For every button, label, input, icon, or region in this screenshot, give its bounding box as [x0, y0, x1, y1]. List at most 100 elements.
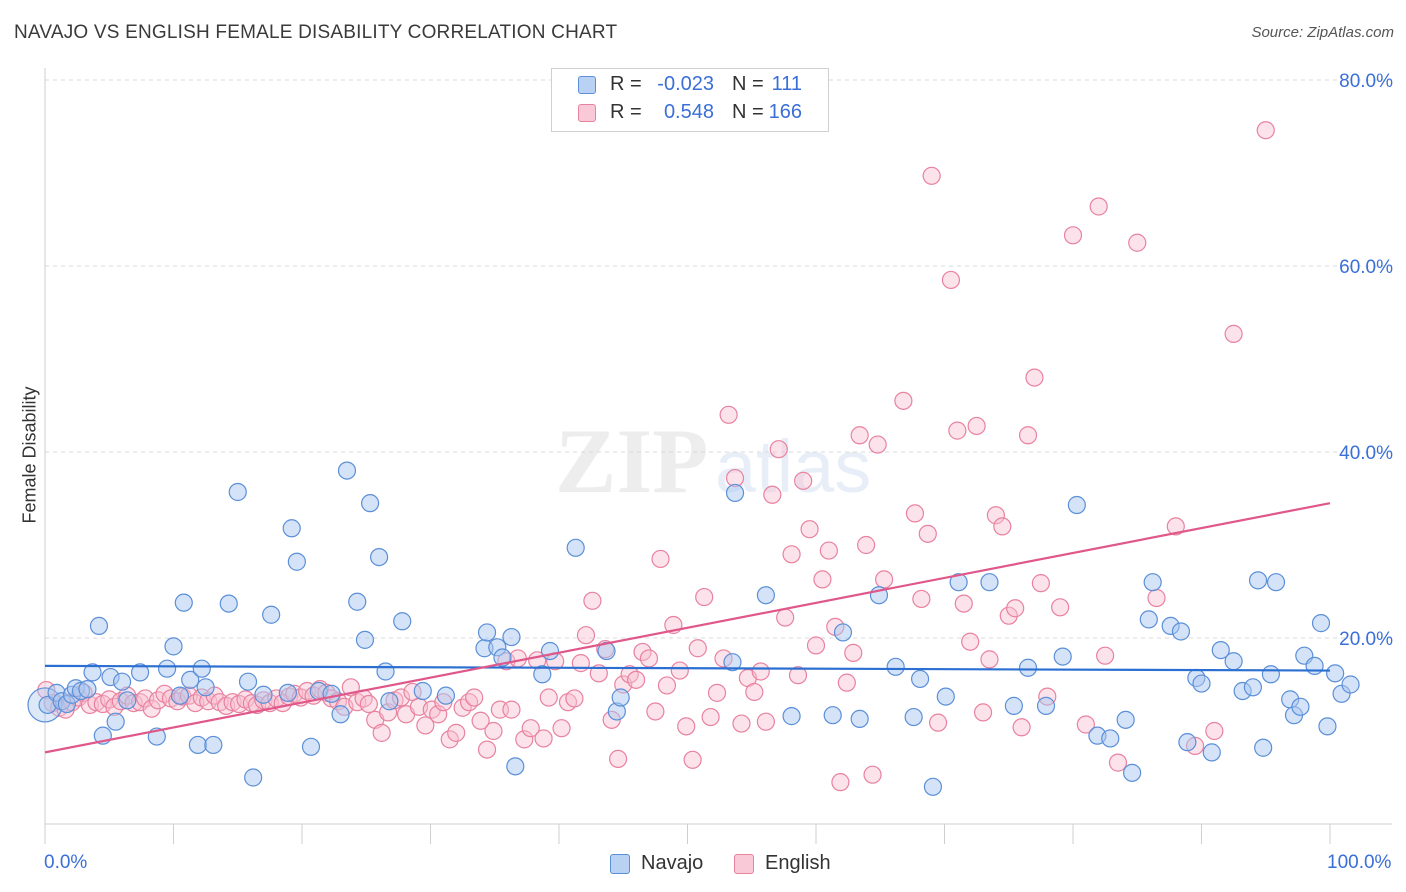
english-point — [769, 440, 788, 459]
navajo-point — [337, 461, 357, 480]
navajo-point — [923, 777, 943, 796]
r-value: -0.023 — [657, 73, 714, 95]
navajo-point — [1139, 610, 1158, 629]
english-point — [534, 729, 553, 748]
navajo-point — [477, 623, 497, 642]
english-point — [819, 541, 838, 560]
navajo-swatch — [578, 76, 596, 94]
navajo-point — [910, 669, 930, 689]
navajo-point — [331, 705, 350, 724]
navajo-point — [1211, 640, 1230, 660]
navajo-point — [886, 657, 905, 676]
navajo-point — [1202, 743, 1221, 762]
english-point — [552, 719, 571, 738]
navajo-point — [1326, 664, 1345, 683]
english-legend-swatch — [734, 854, 754, 874]
navajo-point — [1053, 647, 1072, 666]
navajo-point — [1261, 665, 1280, 684]
english-point — [875, 570, 894, 589]
english-point — [471, 711, 490, 730]
navajo-point — [174, 593, 193, 612]
english-point — [954, 594, 973, 613]
navajo-point — [170, 686, 190, 705]
grid-lines — [45, 79, 1392, 639]
english-point — [961, 632, 980, 651]
english-point — [948, 421, 967, 440]
english-point — [447, 723, 466, 742]
english-point — [732, 714, 751, 733]
navajo-legend-swatch — [610, 854, 630, 874]
n-value: 166 — [768, 101, 802, 123]
navajo-point — [1036, 696, 1056, 715]
navajo-point — [112, 672, 132, 691]
navajo-point — [89, 616, 109, 636]
english-point — [670, 661, 689, 680]
chart-title: NAVAJO VS ENGLISH FEMALE DISABILITY CORR… — [14, 22, 618, 43]
navajo-point — [1101, 729, 1120, 748]
english-point — [683, 750, 702, 769]
english-point — [1018, 426, 1038, 445]
english-point — [1205, 721, 1224, 741]
navajo-point — [823, 706, 842, 725]
english-point — [837, 673, 856, 692]
navajo-point — [566, 538, 585, 557]
navajo-point — [1248, 571, 1268, 590]
english-point — [359, 694, 378, 714]
x-tick-label-min: 0.0% — [44, 852, 88, 873]
navajo-point — [278, 683, 297, 702]
navajo-series — [27, 461, 1360, 796]
english-point — [576, 626, 596, 645]
navajo-point — [1266, 573, 1286, 592]
navajo-point — [204, 735, 223, 755]
english-point — [751, 662, 770, 681]
english-point — [782, 545, 801, 564]
english-point — [646, 702, 665, 721]
english-point — [993, 517, 1012, 536]
navajo-point — [196, 678, 215, 697]
english-point — [429, 705, 448, 724]
navajo-point — [436, 686, 456, 705]
english-point — [657, 676, 677, 695]
navajo-point — [83, 663, 102, 682]
navajo-point — [936, 687, 955, 706]
english-point — [565, 689, 584, 708]
navajo-point — [1018, 658, 1038, 677]
english-point — [986, 506, 1006, 525]
y-tick-label: 20.0% — [1339, 629, 1393, 650]
english-point — [1063, 226, 1083, 245]
english-point — [813, 570, 832, 589]
english-point — [1224, 324, 1243, 343]
english-point — [515, 730, 534, 749]
navajo-point — [533, 665, 552, 684]
navajo-point — [904, 707, 923, 727]
english-point — [1108, 753, 1128, 772]
navajo-point — [164, 637, 183, 656]
navajo-point — [1192, 674, 1211, 693]
navajo-point — [380, 692, 399, 711]
y-axis-label: Female Disability — [19, 386, 40, 524]
english-point — [1031, 574, 1050, 593]
english-series — [37, 121, 1275, 792]
english-point — [806, 636, 826, 655]
navajo-point — [725, 483, 745, 503]
english-point — [973, 703, 993, 722]
english-point — [1128, 233, 1147, 252]
english-point — [677, 717, 696, 736]
english-point — [800, 520, 819, 539]
navajo-point — [228, 482, 247, 502]
english-point — [1076, 715, 1095, 734]
english-legend-label: English — [765, 852, 831, 874]
english-point — [695, 587, 714, 607]
r-label: R = — [610, 73, 642, 95]
navajo-point — [181, 670, 200, 689]
navajo-point — [723, 653, 742, 672]
navajo-point — [1004, 696, 1023, 715]
english-point — [794, 471, 813, 490]
english-point — [571, 654, 590, 673]
navajo-point — [78, 680, 97, 699]
navajo-legend-label: Navajo — [641, 852, 704, 874]
english-point — [941, 270, 961, 290]
english-point — [589, 664, 608, 683]
navajo-point — [322, 684, 341, 703]
